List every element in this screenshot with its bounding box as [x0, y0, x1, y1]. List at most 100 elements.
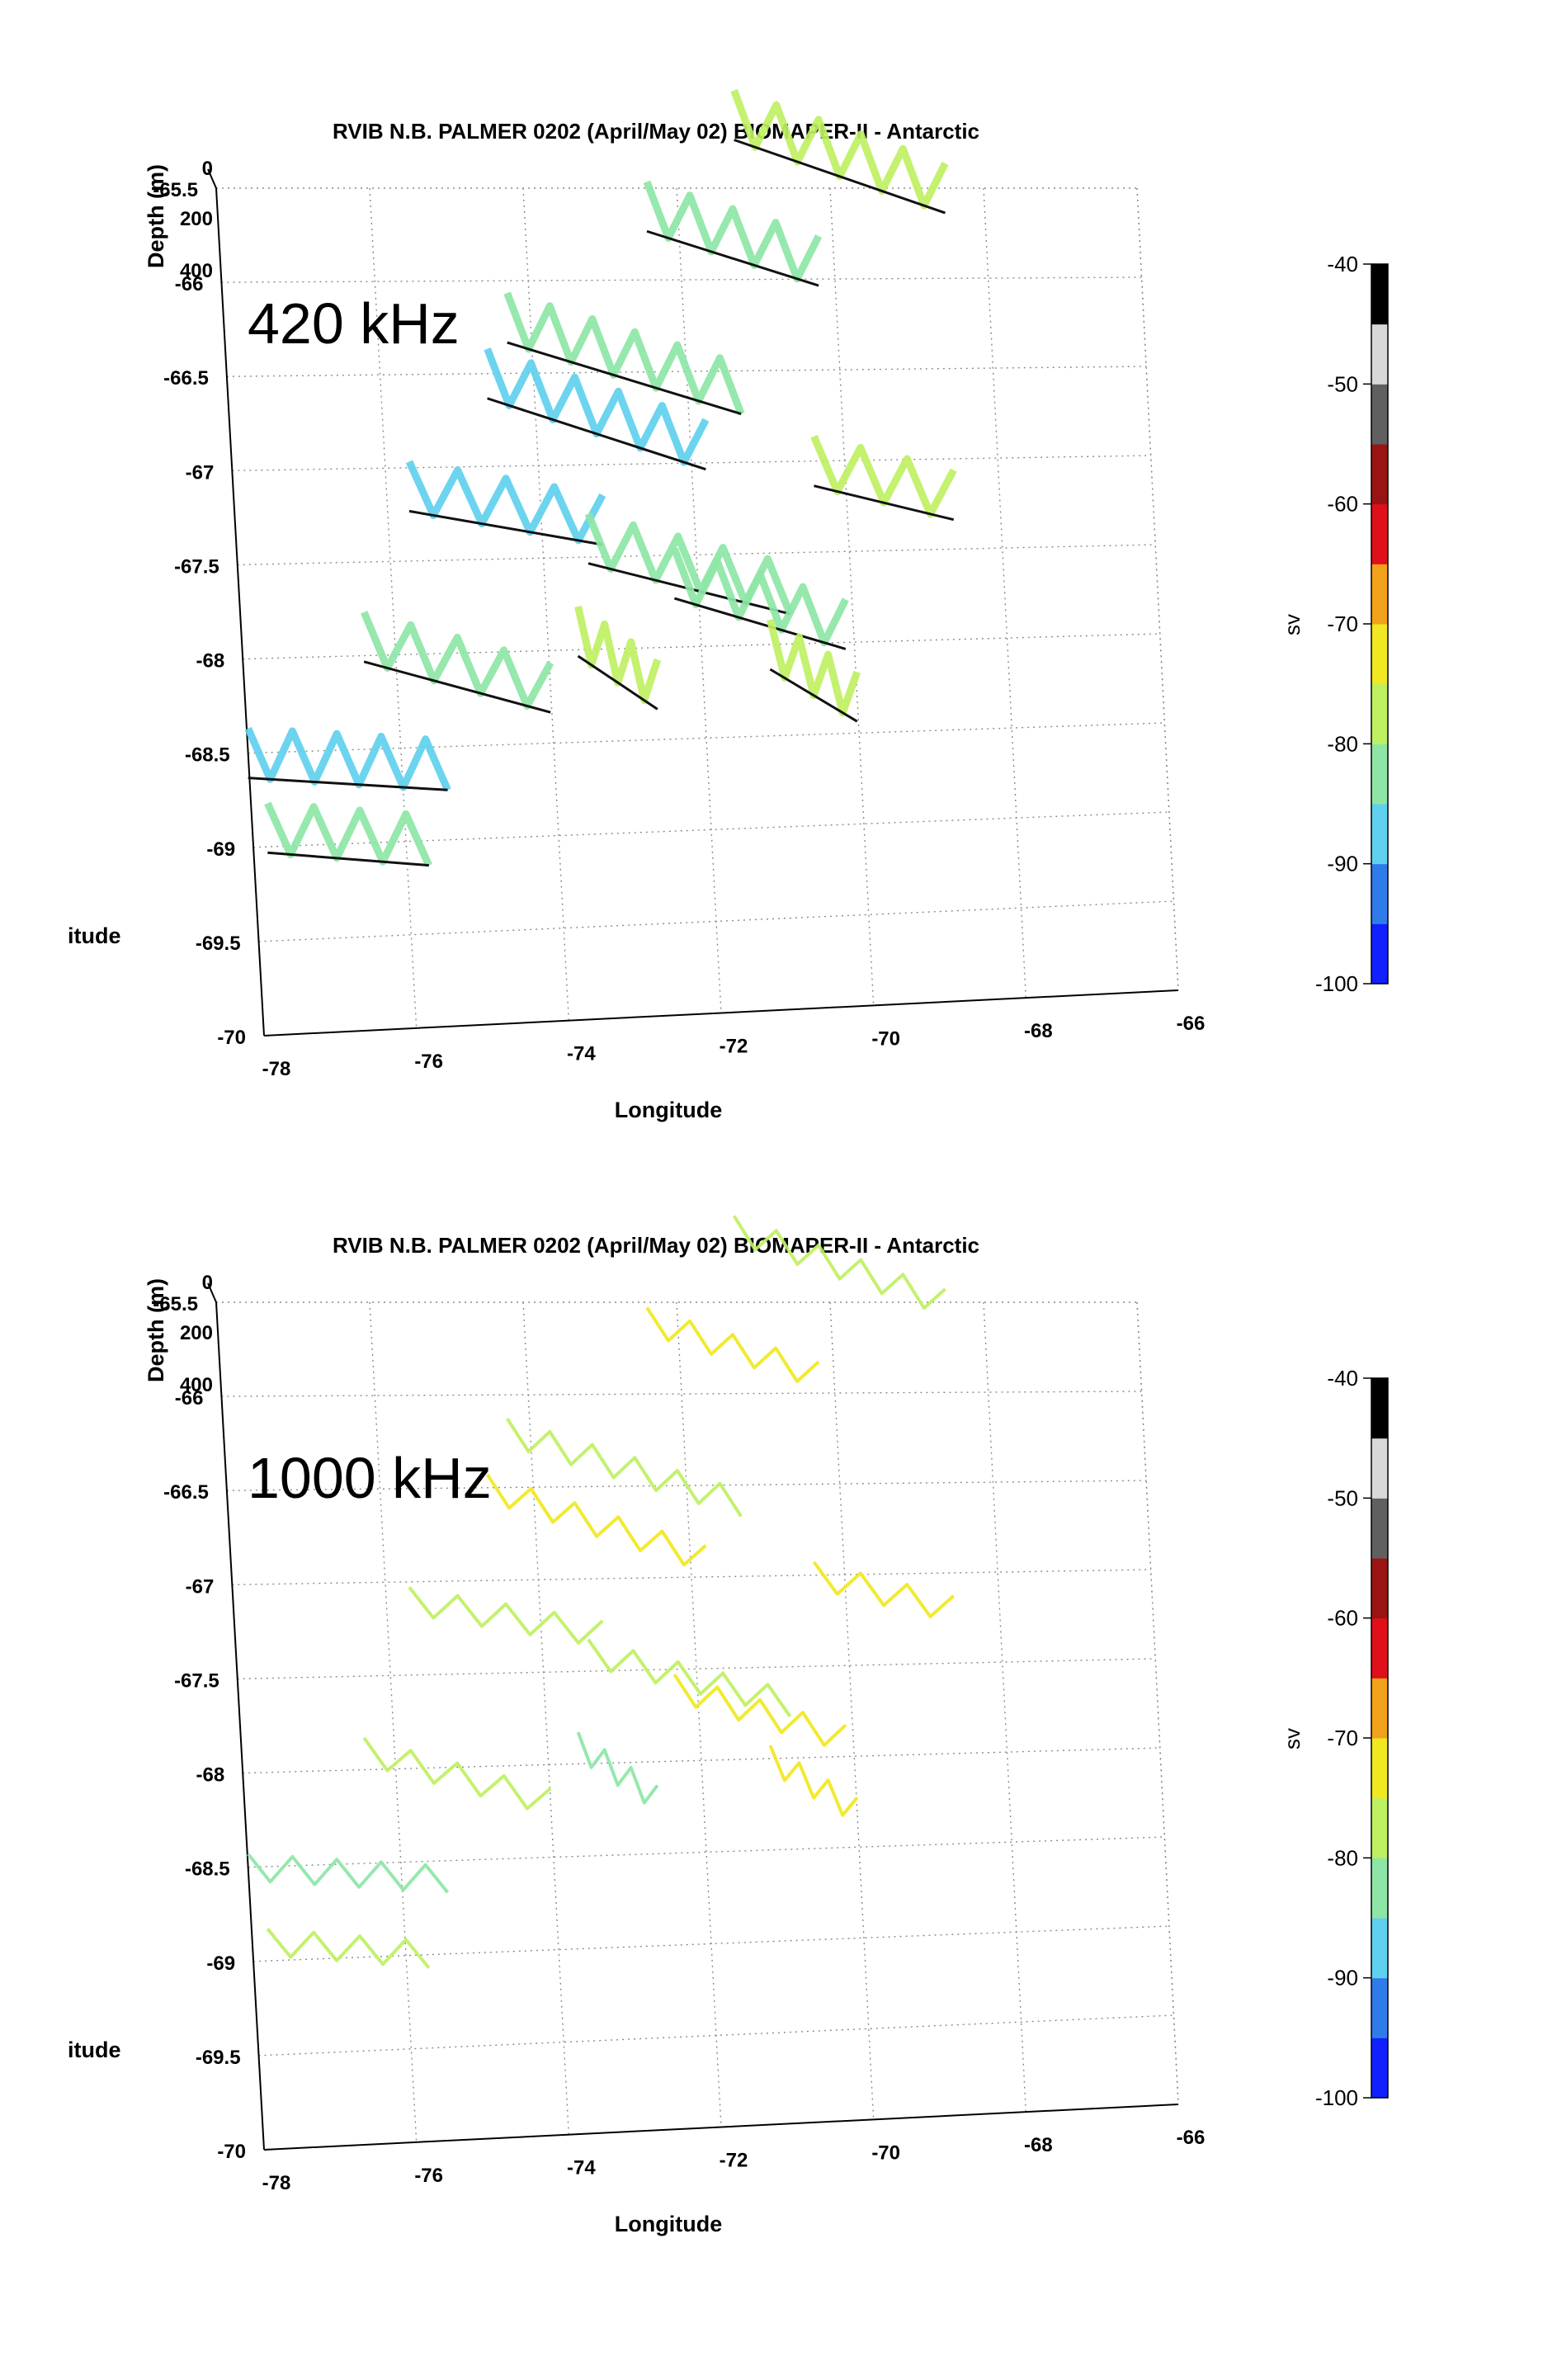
tick-labels: -78 -76 -74 -72 -70 -68 -66 -65.5 -66 -66.5 -67 -67…: [153, 158, 1205, 1080]
z-tick-label: 400: [180, 1374, 213, 1396]
grid-line-y: [232, 455, 1151, 472]
echo-track: [645, 1306, 820, 1383]
chart-svg: RVIB N.B. PALMER 0202 (April/May 02) BIO…: [68, 1215, 1389, 2236]
colorbar-tick-label: -90: [1327, 1966, 1358, 1990]
x-tick-label: -76: [414, 1051, 443, 1073]
z-tick-label: 0: [202, 1272, 213, 1294]
x-tick-label: -68: [1024, 1020, 1053, 1042]
echo-track: [266, 1928, 431, 1969]
y-tick-label: -69: [206, 1953, 235, 1975]
grid-line-x: [369, 187, 418, 1028]
colorbar-segment: [1371, 744, 1388, 805]
colorbar-tick-label: -80: [1327, 1845, 1358, 1870]
colorbar-label: sv: [1280, 1728, 1305, 1750]
bottom-trace: [814, 484, 955, 522]
bottom-trace: [734, 139, 946, 215]
z-axis-line: [207, 168, 217, 189]
x-tick-label: -70: [871, 2142, 900, 2164]
bottom-trace: [267, 851, 429, 867]
chart-title: RVIB N.B. PALMER 0202 (April/May 02) BIO…: [333, 1233, 979, 1258]
y-tick-label: -69: [206, 838, 235, 861]
colorbar-segment: [1371, 804, 1388, 865]
colorbar-segment: [1371, 1797, 1388, 1858]
colorbar-tick-label: -60: [1327, 1606, 1358, 1631]
colorbar-segment: [1371, 1738, 1388, 1799]
x-tick-label: -66: [1177, 1013, 1206, 1035]
bottom-trace: [673, 597, 847, 650]
colorbar-segment: [1371, 1977, 1388, 2038]
y-tick-label: -69.5: [196, 933, 241, 955]
y-tick-label: -70: [217, 1027, 246, 1049]
chart-panel-1000khz: RVIB N.B. PALMER 0202 (April/May 02) BIO…: [0, 1114, 1543, 2236]
y-tick-label: -68: [196, 650, 225, 673]
grid: [207, 168, 1179, 1037]
bottom-trace: [363, 660, 551, 714]
colorbar-tick-label: -50: [1327, 1485, 1358, 1510]
echo-track: [244, 726, 451, 792]
y-tick-label: -69.5: [196, 2047, 241, 2069]
echo-track: [362, 1736, 552, 1811]
y-tick-label: -67.5: [174, 555, 219, 578]
colorbar-segment: [1371, 1858, 1388, 1919]
x-axis-label: Longitude: [615, 1098, 722, 1122]
echo-track: [812, 1561, 956, 1618]
grid-line-y: [237, 1658, 1156, 1680]
back-edge-line: [1136, 187, 1179, 991]
colorbar-segment: [1371, 2038, 1388, 2099]
grid-line-x: [983, 1301, 1027, 2113]
y-tick-label: -67: [186, 1575, 215, 1598]
colorbar-segment: [1371, 1558, 1388, 1619]
grid: [207, 1282, 1179, 2151]
bottom-trace: [248, 777, 448, 791]
grid-line-x: [522, 1301, 570, 2135]
chart-title: RVIB N.B. PALMER 0202 (April/May 02) BIO…: [333, 119, 979, 144]
echo-track: [264, 801, 432, 867]
colorbar-tick-label: -70: [1327, 1726, 1358, 1750]
y-axis-line: [215, 1301, 265, 2151]
echo-track: [672, 1674, 847, 1747]
echo-track: [574, 606, 662, 705]
echo-track: [584, 512, 794, 616]
y-axis-label: itude: [68, 2038, 121, 2062]
back-edge-line: [1136, 1301, 1179, 2105]
colorbar-tick-label: -80: [1327, 731, 1358, 756]
bottom-trace: [408, 509, 603, 546]
colorbar-segment: [1371, 683, 1388, 744]
colorbar-segment: [1371, 863, 1388, 924]
x-tick-label: -78: [262, 2172, 291, 2194]
colorbar-segment: [1371, 1678, 1388, 1739]
z-tick-label: 400: [180, 260, 213, 282]
x-tick-label: -70: [871, 1027, 900, 1050]
x-tick-label: -76: [414, 2165, 443, 2187]
y-axis-label: itude: [68, 923, 121, 948]
grid-line-y: [258, 2014, 1174, 2057]
colorbar-segment: [1371, 1918, 1388, 1979]
x-tick-label: -78: [262, 1058, 291, 1080]
z-axis-label: Depth (m): [144, 164, 168, 268]
colorbar-label: sv: [1280, 614, 1305, 635]
echo-track: [576, 1731, 659, 1805]
z-tick-label: 200: [180, 208, 213, 230]
z-tick-label: 200: [180, 1322, 213, 1344]
grid-line-y: [253, 811, 1169, 848]
echo-track: [247, 1853, 450, 1894]
x-tick-label: -66: [1177, 2127, 1206, 2149]
colorbar-segment: [1371, 1438, 1388, 1499]
echo-track: [587, 1638, 792, 1718]
y-tick-label: -68.5: [185, 744, 230, 767]
colorbar-segment: [1371, 624, 1388, 685]
grid-line-x: [369, 1301, 418, 2142]
colorbar-segment: [1371, 564, 1388, 625]
grid-line-x: [829, 187, 875, 1006]
bottom-trace: [577, 654, 658, 711]
x-axis-line: [263, 989, 1179, 1037]
y-tick-label: -65.5: [153, 179, 198, 201]
colorbar: -40 -50 -60 -70 -80 -90 -100: [1315, 252, 1389, 996]
chart-svg: RVIB N.B. PALMER 0202 (April/May 02) BIO…: [68, 88, 1389, 1122]
grid-line-x: [522, 187, 570, 1021]
chart-panel-420khz: RVIB N.B. PALMER 0202 (April/May 02) BIO…: [0, 0, 1543, 1122]
grid-line-y: [232, 1569, 1151, 1586]
x-tick-label: -72: [720, 2150, 748, 2172]
grid-line-y: [237, 544, 1156, 566]
frequency-annotation: 420 kHz: [248, 291, 460, 356]
